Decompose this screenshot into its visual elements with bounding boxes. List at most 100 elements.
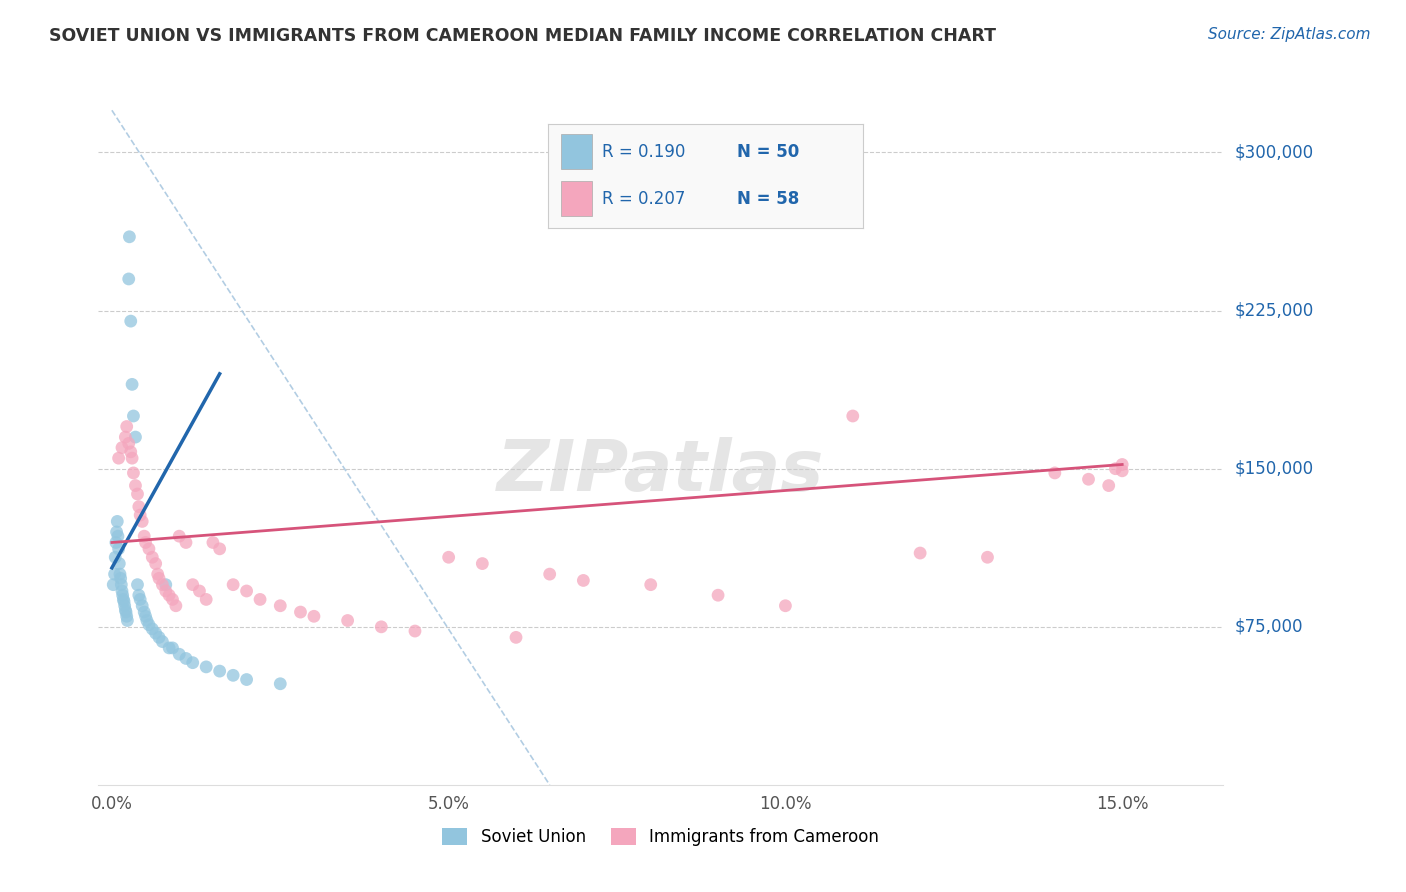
Point [114, 430, 136, 444]
Point [122, 466, 145, 480]
Point [162, 640, 184, 655]
Point [108, 557, 131, 571]
Point [105, 515, 128, 529]
Point [145, 626, 167, 640]
Point [1111, 464, 1133, 478]
Point [976, 550, 998, 565]
Text: ZIPatlas: ZIPatlas [498, 437, 824, 507]
Point [165, 599, 187, 613]
Text: $150,000: $150,000 [1234, 459, 1313, 478]
Point [122, 409, 145, 423]
Point [124, 478, 146, 492]
Point [118, 272, 141, 286]
Point [152, 577, 174, 591]
Point [111, 441, 134, 455]
Point [195, 592, 218, 607]
Point [157, 640, 180, 655]
Legend: Soviet Union, Immigrants from Cameroon: Soviet Union, Immigrants from Cameroon [436, 822, 886, 853]
Point [208, 664, 231, 678]
Point [115, 609, 138, 624]
Point [1077, 472, 1099, 486]
Point [129, 508, 152, 522]
Point [115, 605, 138, 619]
Point [208, 541, 231, 556]
Point [152, 634, 174, 648]
Point [145, 557, 167, 571]
Point [120, 445, 142, 459]
Point [437, 550, 460, 565]
Point [269, 599, 291, 613]
Point [538, 567, 561, 582]
Point [120, 314, 142, 328]
Point [188, 584, 211, 599]
Point [290, 605, 312, 619]
Point [235, 673, 257, 687]
Point [162, 592, 184, 607]
Text: $225,000: $225,000 [1234, 301, 1313, 319]
Text: SOVIET UNION VS IMMIGRANTS FROM CAMEROON MEDIAN FAMILY INCOME CORRELATION CHART: SOVIET UNION VS IMMIGRANTS FROM CAMEROON… [49, 27, 997, 45]
Text: $75,000: $75,000 [1234, 618, 1303, 636]
Point [129, 592, 152, 607]
Point [167, 529, 190, 543]
Point [148, 631, 170, 645]
Point [128, 588, 150, 602]
Point [135, 609, 157, 624]
Point [108, 567, 131, 582]
Point [111, 588, 134, 602]
Point [302, 609, 325, 624]
Point [222, 577, 245, 591]
Point [471, 557, 494, 571]
Point [1111, 458, 1133, 472]
Point [269, 677, 291, 691]
Point [1098, 478, 1121, 492]
Point [128, 500, 150, 514]
Point [127, 487, 149, 501]
Text: $300,000: $300,000 [1234, 144, 1313, 161]
Point [505, 631, 527, 645]
Point [148, 571, 170, 585]
Point [181, 656, 204, 670]
Point [842, 409, 865, 423]
Point [157, 588, 180, 602]
Point [107, 451, 129, 466]
Point [103, 577, 125, 591]
Point [104, 535, 127, 549]
Point [121, 377, 143, 392]
Point [112, 594, 135, 608]
Point [908, 546, 931, 560]
Point [404, 624, 426, 638]
Point [114, 603, 136, 617]
Point [155, 577, 177, 591]
Point [195, 660, 218, 674]
Point [572, 574, 595, 588]
Point [107, 529, 129, 543]
Point [117, 614, 139, 628]
Point [336, 614, 359, 628]
Point [110, 571, 132, 585]
Point [121, 451, 143, 466]
Point [141, 550, 163, 565]
Point [146, 567, 169, 582]
Point [127, 577, 149, 591]
Point [222, 668, 245, 682]
Point [775, 599, 797, 613]
Point [181, 577, 204, 591]
Point [115, 419, 138, 434]
Point [103, 567, 125, 582]
Point [707, 588, 730, 602]
Point [370, 620, 392, 634]
Point [114, 599, 136, 613]
Point [118, 229, 141, 244]
Point [105, 524, 128, 539]
Point [118, 436, 141, 450]
Point [235, 584, 257, 599]
Point [104, 550, 127, 565]
Point [135, 535, 157, 549]
Point [107, 541, 129, 556]
Point [141, 622, 163, 636]
Point [124, 430, 146, 444]
Point [174, 535, 197, 549]
Point [201, 535, 224, 549]
Point [131, 515, 153, 529]
Point [134, 605, 156, 619]
